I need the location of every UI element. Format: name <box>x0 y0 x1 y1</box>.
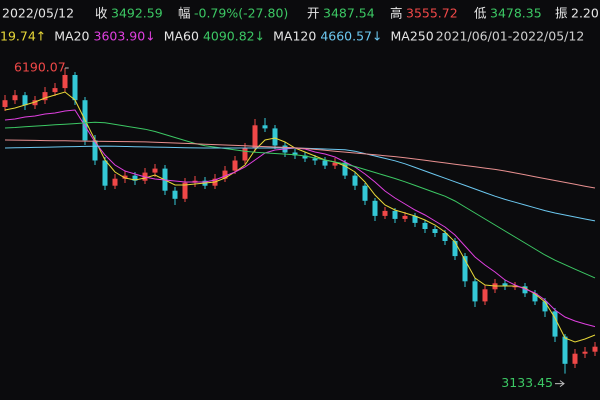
candle-body <box>462 256 468 282</box>
legend: 19.74↑ MA20 3603.90↓ MA60 4090.82↓ MA120 4660.… <box>0 29 584 44</box>
legend-value: 4090.82↓ <box>203 29 265 44</box>
candle-body <box>392 210 398 219</box>
legend-name: MA60 <box>164 29 199 44</box>
candle-body <box>182 182 188 199</box>
candle-body <box>262 125 268 129</box>
candle-body <box>372 200 378 216</box>
amp: 2.20 <box>571 6 599 21</box>
legend-name: MA250 <box>390 29 433 44</box>
close-label: 收 <box>95 6 108 21</box>
candle-body <box>312 158 318 161</box>
candle-body <box>32 100 38 106</box>
min-arrowhead <box>559 380 565 388</box>
high-label: 高 <box>390 6 403 21</box>
legend-name: MA120 <box>273 29 316 44</box>
candle-body <box>102 160 108 186</box>
candle-body <box>422 222 428 229</box>
date: 2022/05/12 <box>2 6 74 21</box>
candle-body <box>482 289 488 302</box>
candle-body <box>362 185 368 201</box>
candle-body <box>152 168 158 173</box>
candle-body <box>542 301 548 312</box>
candle-body <box>62 75 68 89</box>
candle-body <box>272 128 278 146</box>
legend-value: 3603.90↓ <box>94 29 156 44</box>
candle-body <box>332 162 338 166</box>
candle-body <box>552 311 558 337</box>
candle-body <box>352 175 358 186</box>
candle-body <box>222 170 228 179</box>
plot: 6190.07 3133.45 <box>2 59 598 390</box>
change-label: 幅 <box>178 6 191 21</box>
candle-body <box>12 95 18 101</box>
candle-body <box>572 353 578 364</box>
open-label: 开 <box>307 6 320 21</box>
open: 3487.54 <box>323 6 375 21</box>
candle-body <box>592 346 598 352</box>
candle-body <box>2 100 8 107</box>
legend-value: 4660.57↓ <box>320 29 382 44</box>
low: 3478.35 <box>490 6 542 21</box>
change: -0.79%(-27.80) <box>194 6 288 21</box>
close: 3492.59 <box>111 6 163 21</box>
candle-body <box>382 210 388 216</box>
candle-body <box>112 178 118 186</box>
max-label: 6190.07 <box>14 59 66 74</box>
candle-body <box>22 95 28 106</box>
candle-body <box>72 75 78 101</box>
candle-body <box>292 152 298 156</box>
candle-body <box>172 190 178 199</box>
candle-body <box>402 215 408 219</box>
candle-body <box>52 88 58 93</box>
date-range: 2021/06/01-2022/05/12 <box>436 29 585 44</box>
ma-line <box>4 139 596 189</box>
candle-body <box>122 175 128 179</box>
candle-body <box>42 92 48 101</box>
candle-body <box>502 283 508 287</box>
candle-body <box>242 148 248 161</box>
candle-body <box>562 336 568 364</box>
candle-body <box>452 241 458 257</box>
candle-body <box>322 160 328 166</box>
candle-body <box>432 229 438 233</box>
ma-line <box>4 91 596 343</box>
candle-body <box>532 293 538 302</box>
candle-body <box>442 233 448 241</box>
candle-body <box>302 155 308 159</box>
ma-line <box>4 121 596 279</box>
amp-label: 振 <box>555 6 568 21</box>
candle-body <box>522 286 528 294</box>
high: 3555.72 <box>406 6 458 21</box>
legend-value: 19.74↑ <box>0 29 46 44</box>
candle-body <box>232 160 238 171</box>
candle-body <box>472 281 478 302</box>
legend-name: MA20 <box>54 29 89 44</box>
low-label: 低 <box>474 6 487 21</box>
candle-body <box>132 175 138 181</box>
candle-body <box>582 351 588 354</box>
candle-body <box>342 162 348 176</box>
candle-body <box>252 125 258 149</box>
header: 2022/05/12 收 3492.59 幅 -0.79%(-27.80) 开 … <box>2 6 599 21</box>
candle-body <box>92 140 98 161</box>
candle-body <box>412 215 418 223</box>
candle-body <box>512 286 518 288</box>
min-label: 3133.45 <box>501 375 553 390</box>
